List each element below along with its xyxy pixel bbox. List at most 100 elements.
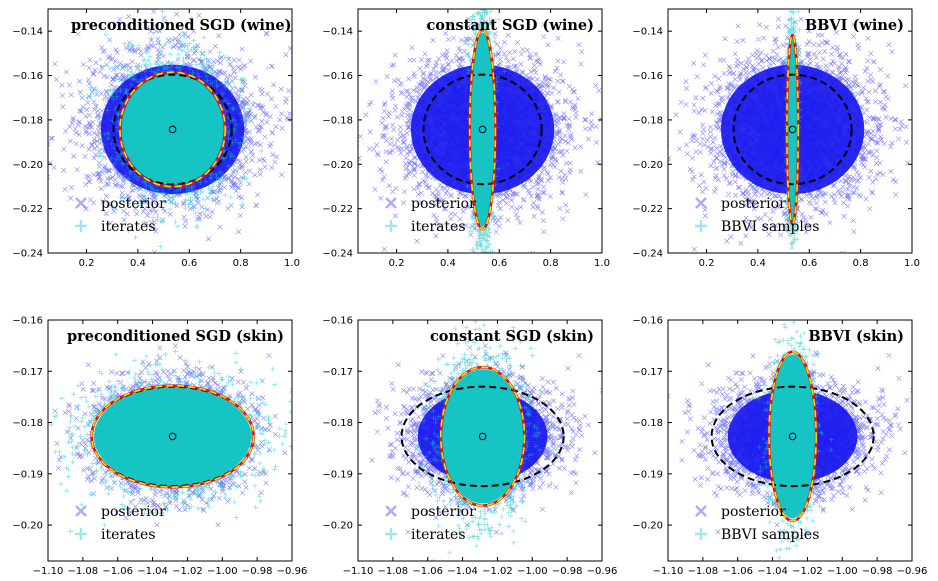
legend-iterates-marker	[695, 220, 707, 232]
y-tick-label: −0.18	[12, 115, 43, 126]
iterate-core	[442, 369, 524, 504]
iterate-ellipse-inner	[90, 384, 255, 488]
y-tick-label: −0.20	[12, 160, 43, 171]
center-point	[478, 125, 487, 134]
y-tick-label: −0.22	[12, 204, 43, 215]
x-tick-label: 0.6	[491, 258, 507, 269]
x-tick-label: 0.2	[389, 258, 405, 269]
x-tick-label: −1.00	[827, 566, 858, 577]
x-tick-label: 0.4	[440, 258, 456, 269]
y-tick-label: −0.14	[12, 27, 43, 38]
legend-posterior-label: posterior	[411, 196, 476, 212]
plot-area	[48, 343, 292, 534]
posterior-ellipse	[732, 73, 853, 186]
y-tick-label: −0.19	[632, 469, 663, 480]
x-tick-label: 0.6	[181, 258, 197, 269]
panel-title: preconditioned SGD (skin)	[67, 328, 284, 345]
y-tick-label: −0.19	[12, 469, 43, 480]
legend-posterior-marker	[385, 197, 397, 209]
y-tick-label: −0.20	[322, 160, 353, 171]
posterior-ellipse	[422, 73, 543, 186]
center-point	[478, 432, 487, 441]
legend-posterior-marker	[75, 197, 87, 209]
y-tick-label: −0.22	[632, 204, 663, 215]
y-tick-label: −0.24	[322, 249, 353, 260]
iterate-core	[470, 32, 496, 227]
x-tick-label: 0.8	[233, 258, 249, 269]
panel-4: −1.10 −1.08 −1.06 −1.04 −1.02 −1.00 −0.98 −0.96…	[12, 316, 308, 578]
legend-iterates-label: iterates	[101, 527, 156, 543]
x-tick-label: −0.96	[277, 566, 308, 577]
iterate-ellipse-inner	[768, 350, 817, 522]
panel-6: −1.10 −1.08 −1.06 −1.04 −1.02 −1.00 −0.98 −0.96…	[632, 316, 927, 578]
legend-iterates-marker	[75, 528, 87, 540]
legend-posterior-marker	[695, 197, 707, 209]
panel-title: preconditioned SGD (wine)	[71, 17, 291, 34]
x-tick-label: −1.00	[517, 566, 548, 577]
axes-frame	[667, 8, 913, 254]
plot-area	[369, 320, 602, 561]
x-tick-label: 0.8	[853, 258, 869, 269]
x-tick-label: −1.06	[412, 566, 443, 577]
y-tick-label: −0.17	[322, 367, 353, 378]
x-tick-label: −1.10	[653, 566, 684, 577]
legend-iterates-marker	[695, 528, 707, 540]
y-tick-label: −0.16	[322, 316, 353, 327]
legend-iterates-marker	[385, 220, 397, 232]
panel-title: BBVI (wine)	[805, 17, 904, 34]
x-tick-label: −1.02	[792, 566, 823, 577]
x-tick-label: 0.4	[750, 258, 766, 269]
x-tick-label: −1.04	[137, 566, 168, 577]
axes-frame	[47, 8, 293, 254]
center-point	[168, 432, 177, 441]
x-tick-label: −1.06	[722, 566, 753, 577]
iterate-ellipse-inner	[468, 28, 497, 231]
y-tick-label: −0.17	[12, 367, 43, 378]
center-point	[788, 125, 797, 134]
x-tick-label: −1.10	[343, 566, 374, 577]
center-point	[788, 432, 797, 441]
y-tick-label: −0.20	[632, 521, 663, 532]
x-tick-label: −0.98	[862, 566, 893, 577]
legend-iterates-marker	[75, 220, 87, 232]
x-tick-label: 0.6	[801, 258, 817, 269]
y-tick-label: −0.24	[632, 249, 663, 260]
legend-posterior-label: posterior	[411, 504, 476, 520]
plot-area	[668, 9, 911, 253]
y-tick-label: −0.16	[12, 316, 43, 327]
x-tick-label: 1.0	[284, 258, 300, 269]
iterate-ellipse-inner	[439, 366, 526, 507]
x-tick-label: −1.02	[482, 566, 513, 577]
x-tick-label: 0.8	[543, 258, 559, 269]
legend-iterates-label: iterates	[411, 527, 466, 543]
panel-3: 0.2 0.4 0.6 0.8 1.0 −0.24 −0.22 −0.20 −0.18 −0.16…	[632, 8, 920, 269]
legend-posterior-marker	[385, 505, 397, 517]
y-tick-label: −0.19	[322, 469, 353, 480]
panel-2: 0.2 0.4 0.6 0.8 1.0 −0.24 −0.22 −0.20 −0.18 −0.16…	[322, 8, 610, 269]
posterior-ellipse	[112, 73, 233, 186]
panel-title: constant SGD (skin)	[430, 328, 594, 345]
panel-title: BBVI (skin)	[808, 328, 904, 345]
y-tick-label: −0.22	[322, 204, 353, 215]
y-tick-label: −0.20	[632, 160, 663, 171]
x-tick-label: −1.06	[102, 566, 133, 577]
axes-frame	[357, 8, 603, 254]
legend-iterates-label: BBVI samples	[721, 527, 819, 543]
iterate-core	[787, 38, 799, 221]
x-tick-label: −1.08	[68, 566, 99, 577]
y-tick-label: −0.18	[322, 418, 353, 429]
panel-5: −1.10 −1.08 −1.06 −1.04 −1.02 −1.00 −0.98 −0.96…	[322, 316, 617, 578]
y-tick-label: −0.18	[12, 418, 43, 429]
plot-area	[668, 320, 912, 561]
x-tick-label: −1.00	[207, 566, 238, 577]
panel-title: constant SGD (wine)	[426, 17, 594, 34]
legend-iterates-label: BBVI samples	[721, 219, 819, 235]
iterate-core	[769, 354, 816, 519]
legend-posterior-label: posterior	[101, 504, 166, 520]
y-tick-label: −0.18	[322, 115, 353, 126]
iterate-ellipse-inner	[786, 34, 800, 225]
legend-posterior-marker	[75, 505, 87, 517]
panel-1: 0.2 0.4 0.6 0.8 1.0 −0.24 −0.22 −0.20 −0.18 −0.16…	[12, 8, 300, 269]
y-tick-label: −0.18	[632, 418, 663, 429]
